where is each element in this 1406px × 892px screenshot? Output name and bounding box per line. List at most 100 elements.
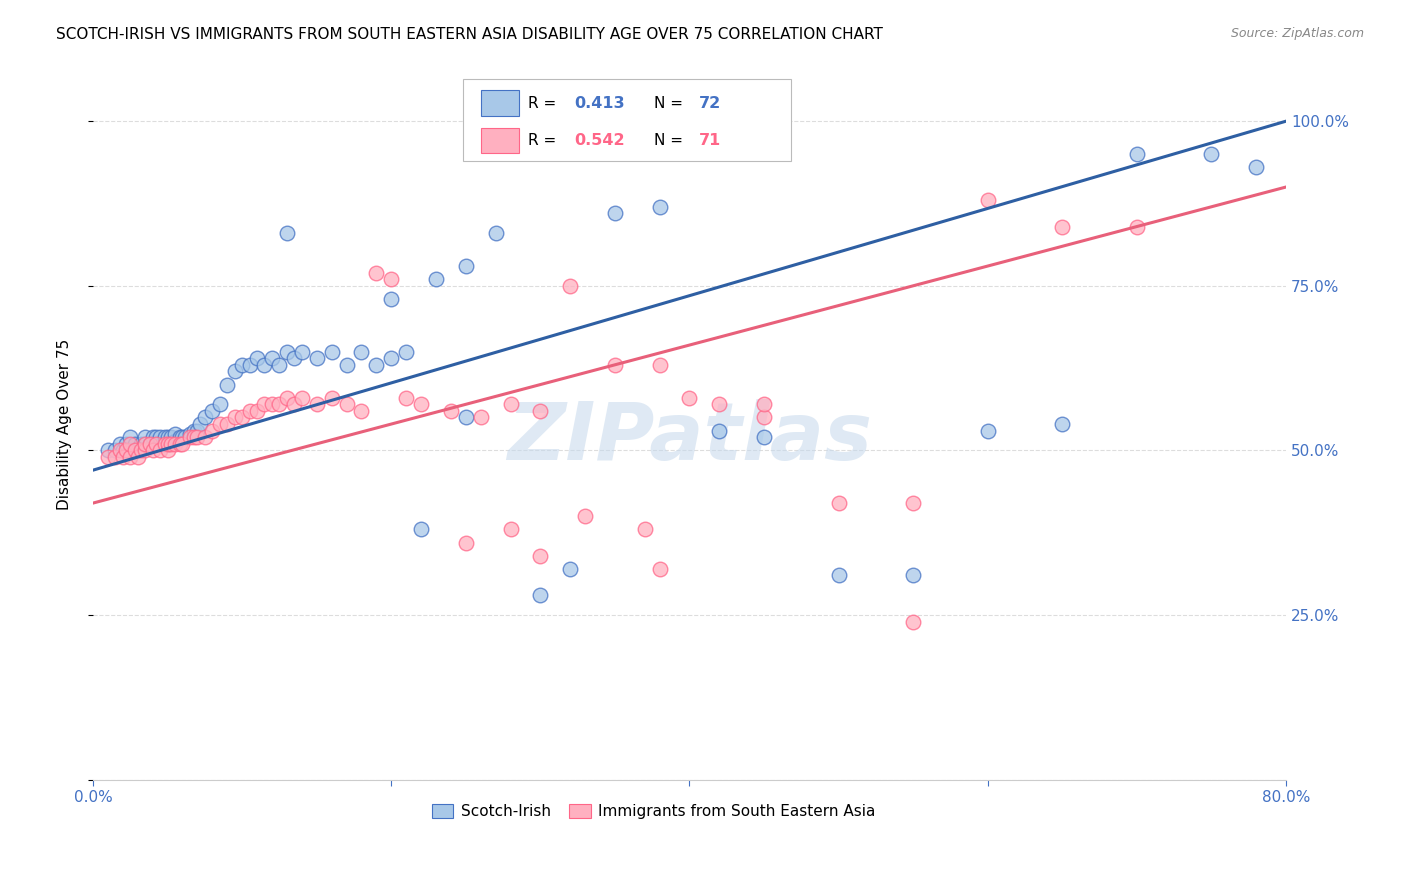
Point (190, 417, 212, 431)
Y-axis label: Disability Age Over 75: Disability Age Over 75 (58, 338, 72, 509)
Point (169, 430, 191, 444)
Text: 0.413: 0.413 (574, 95, 624, 111)
Point (485, 226, 508, 240)
Point (108, 443, 131, 458)
Point (186, 430, 208, 444)
Point (97, 443, 120, 458)
Point (276, 391, 298, 405)
Point (634, 523, 657, 537)
Point (260, 397, 283, 411)
Point (120, 450, 142, 464)
Point (269, 397, 291, 411)
Point (380, 292, 402, 306)
Point (194, 430, 217, 444)
Point (156, 437, 179, 451)
Point (305, 351, 328, 366)
Point (208, 417, 231, 431)
Point (440, 404, 463, 418)
FancyBboxPatch shape (481, 90, 519, 116)
Point (409, 523, 432, 537)
Point (350, 344, 373, 359)
Text: ZIPatlas: ZIPatlas (508, 400, 872, 477)
FancyBboxPatch shape (481, 128, 519, 153)
Point (172, 430, 194, 444)
Text: R =: R = (529, 95, 561, 111)
Point (529, 588, 551, 602)
Point (217, 417, 239, 431)
Point (901, 568, 924, 582)
Point (104, 450, 127, 464)
Point (138, 437, 160, 451)
Point (529, 404, 551, 418)
Point (124, 443, 146, 458)
Point (134, 443, 156, 458)
Point (127, 450, 149, 464)
Point (163, 434, 186, 448)
Point (172, 437, 194, 451)
Point (129, 443, 152, 458)
Text: Source: ZipAtlas.com: Source: ZipAtlas.com (1230, 27, 1364, 40)
Point (321, 391, 343, 405)
Point (145, 430, 167, 444)
Text: R =: R = (529, 133, 561, 148)
Text: 71: 71 (699, 133, 721, 148)
Point (194, 410, 217, 425)
Point (560, 278, 582, 293)
Point (129, 437, 152, 451)
Point (186, 424, 208, 438)
Point (454, 259, 477, 273)
Point (977, 424, 1000, 438)
Point (366, 266, 388, 280)
Point (470, 410, 492, 425)
Point (291, 344, 314, 359)
Point (156, 443, 179, 458)
Point (603, 206, 626, 220)
Point (529, 549, 551, 563)
Point (239, 358, 262, 372)
Point (224, 410, 246, 425)
Point (454, 535, 477, 549)
Point (709, 424, 731, 438)
Point (499, 397, 522, 411)
Point (104, 443, 127, 458)
Point (901, 496, 924, 510)
Point (1244, 161, 1267, 175)
Point (142, 430, 165, 444)
Point (283, 397, 305, 411)
Point (253, 397, 276, 411)
Point (246, 404, 269, 418)
Point (231, 358, 253, 372)
Point (827, 568, 849, 582)
Point (350, 404, 373, 418)
Point (114, 437, 136, 451)
Point (179, 426, 201, 441)
Point (120, 437, 142, 451)
Point (321, 344, 343, 359)
Point (149, 443, 172, 458)
Point (163, 426, 186, 441)
Point (246, 351, 269, 366)
Point (1052, 219, 1074, 234)
Point (283, 351, 305, 366)
Point (224, 364, 246, 378)
Point (153, 437, 176, 451)
Point (149, 437, 172, 451)
Point (97, 450, 120, 464)
Point (709, 397, 731, 411)
Point (395, 344, 418, 359)
Text: SCOTCH-IRISH VS IMMIGRANTS FROM SOUTH EASTERN ASIA DISABILITY AGE OVER 75 CORREL: SCOTCH-IRISH VS IMMIGRANTS FROM SOUTH EA… (56, 27, 883, 42)
Text: N =: N = (654, 95, 688, 111)
Point (276, 344, 298, 359)
Point (1126, 219, 1149, 234)
Point (174, 430, 197, 444)
Point (425, 272, 447, 286)
Point (752, 430, 775, 444)
Point (134, 430, 156, 444)
Point (169, 437, 191, 451)
Point (409, 397, 432, 411)
Point (977, 193, 1000, 207)
Point (111, 443, 134, 458)
Point (134, 437, 156, 451)
Point (454, 410, 477, 425)
Point (142, 437, 165, 451)
